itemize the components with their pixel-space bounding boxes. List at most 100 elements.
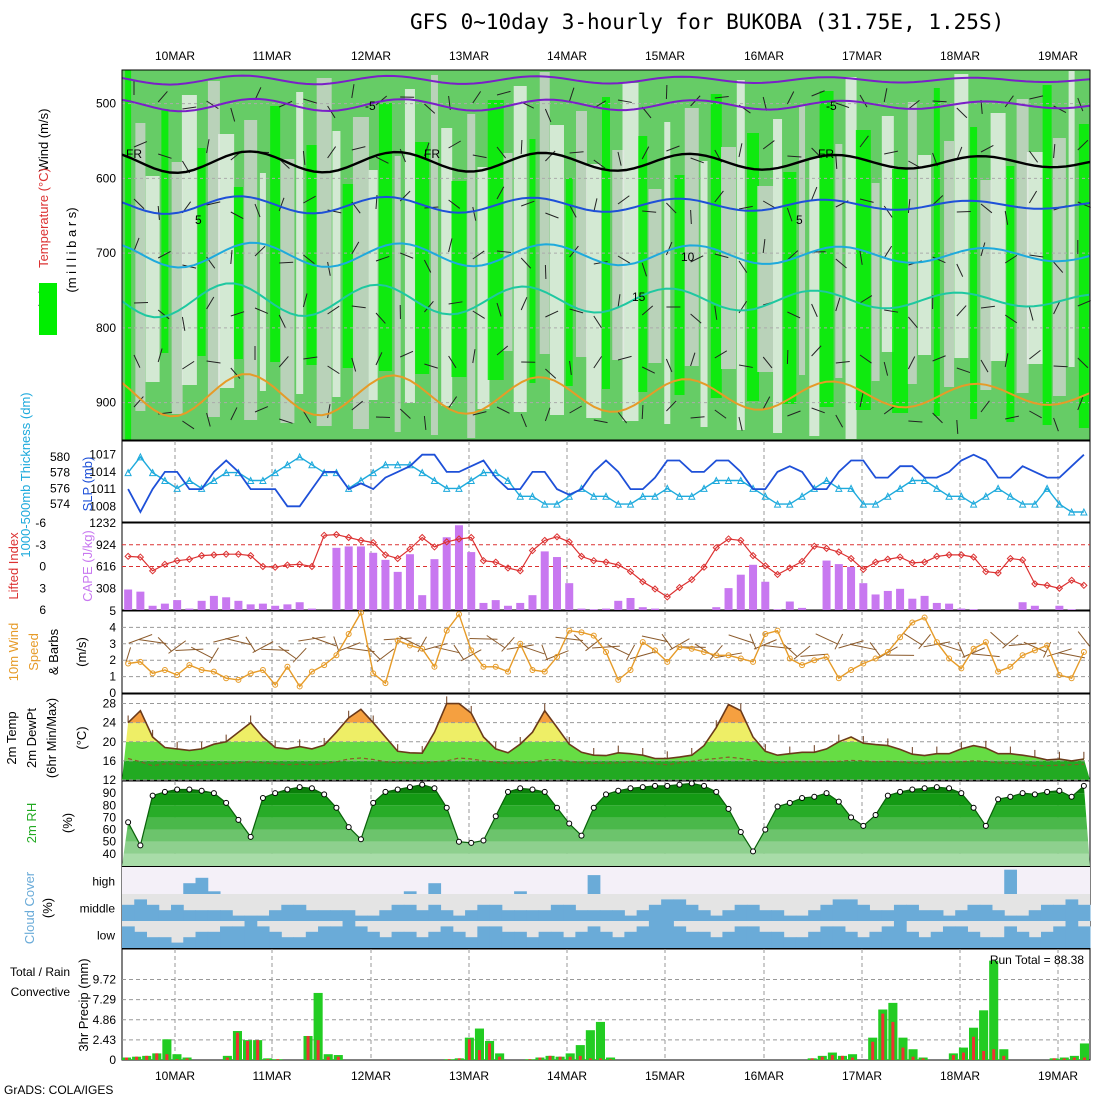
wind10-barb [641,635,669,643]
wind10-marker [652,647,659,654]
wind10-barb [175,648,204,652]
rh-tick: 90 [103,786,117,800]
cloud-bar-middle [795,915,809,921]
wind-barb [327,404,331,419]
date-label-top: 16MAR [744,49,784,63]
slp-axis-label: SLP (mb) [80,457,95,512]
wind10-barb [433,646,460,654]
wind-barb [182,106,197,110]
cloud-bar-low [808,931,821,948]
wind10-marker [627,667,634,674]
run-total-label: Run Total = 88.38 [990,953,1085,967]
contour-label: 15 [632,290,646,304]
rh-tick: 40 [103,847,117,861]
cape-bar [307,608,316,610]
cape-bar [651,608,660,610]
wind-barb [424,103,436,114]
cloud-bar-middle [783,915,797,921]
wind10-marker [725,652,732,659]
wind-barb [762,396,771,410]
wind10-marker [835,675,842,682]
wind-barb [569,204,577,218]
rh-streak [197,148,206,356]
thickness-marker [381,460,390,469]
cape-bar [847,566,856,610]
rh2m-marker [517,785,524,792]
wind-barb [520,297,528,311]
cloud-bar-low [648,921,662,948]
cloud-bar-low [489,926,503,948]
cloud-bar-low [1077,926,1091,948]
wind10-barb [972,653,1000,658]
cape-bar [969,609,978,610]
rh-streak [218,134,235,388]
rh2m-marker [137,842,144,849]
cloud-bar-low [220,926,233,948]
rh-streak [549,125,564,415]
wind10-marker [504,668,511,675]
wind-tick: 4 [109,620,116,634]
wind-barb [1029,410,1042,419]
upper-panel-frame [121,69,1091,441]
wind-barb [617,99,632,103]
rh-streak [1068,71,1075,367]
temp-tick: 20 [103,735,117,749]
thickness-marker [185,476,194,484]
cape-bar [222,597,231,610]
cape-bar [724,588,733,610]
thickness-tick: 574 [50,497,70,511]
wind-barb [908,316,918,329]
wind-barb [787,155,802,158]
rh2m-marker [958,790,965,797]
cloud-bar-middle [612,910,625,921]
wind10-marker [406,642,413,649]
wind-barb [593,315,602,329]
rh-streak [394,156,401,432]
cape-bar [258,603,267,610]
li-marker [1055,584,1064,592]
rh-streak [306,145,318,365]
cloud-bar-middle [979,904,993,921]
wind-barb [1004,95,1014,108]
precip-total-bar [585,1030,595,1060]
wind10-barb [486,635,506,649]
wind10-marker [370,670,377,677]
cloud-bar-middle [991,910,1005,921]
wind10-marker [590,632,597,639]
wind-barb [762,356,773,369]
wind-barb [206,201,221,206]
wind-barb [859,198,874,203]
rh2m-marker [652,782,659,789]
cloud-bar-middle [256,915,270,921]
cloud-bar-middle [930,910,944,921]
wind10-marker [247,670,254,677]
cloud-bar-low [906,931,919,948]
wind-barb [714,350,728,359]
thickness-marker [479,468,488,477]
wind-barb [351,400,363,411]
rh-streak [125,70,132,440]
li-marker [1043,581,1051,590]
rh2m-marker [664,782,671,789]
wind10-barb [460,649,482,662]
li-marker [271,563,279,571]
cloud-band-bg [122,867,1090,894]
wind-barb [157,309,170,320]
contour-plus5 [121,195,1091,215]
li-marker [884,555,892,563]
wind-barb [206,100,219,110]
wind10-barb [782,642,798,657]
contour-minus5 [121,97,1091,113]
wind-barb [448,396,458,409]
li-marker [357,536,365,545]
precip-convective-bar [488,1043,492,1060]
rh-streak [674,175,685,395]
rh-streak [1016,99,1029,393]
li-marker [430,543,439,551]
precip-label-1: Total / Rain [10,965,70,979]
wind-barb [569,360,572,375]
precip-total-bar [606,1057,616,1060]
precip-convective-bar [961,1052,965,1060]
contour-label: FR [424,147,440,161]
wind10-barb [292,647,307,663]
